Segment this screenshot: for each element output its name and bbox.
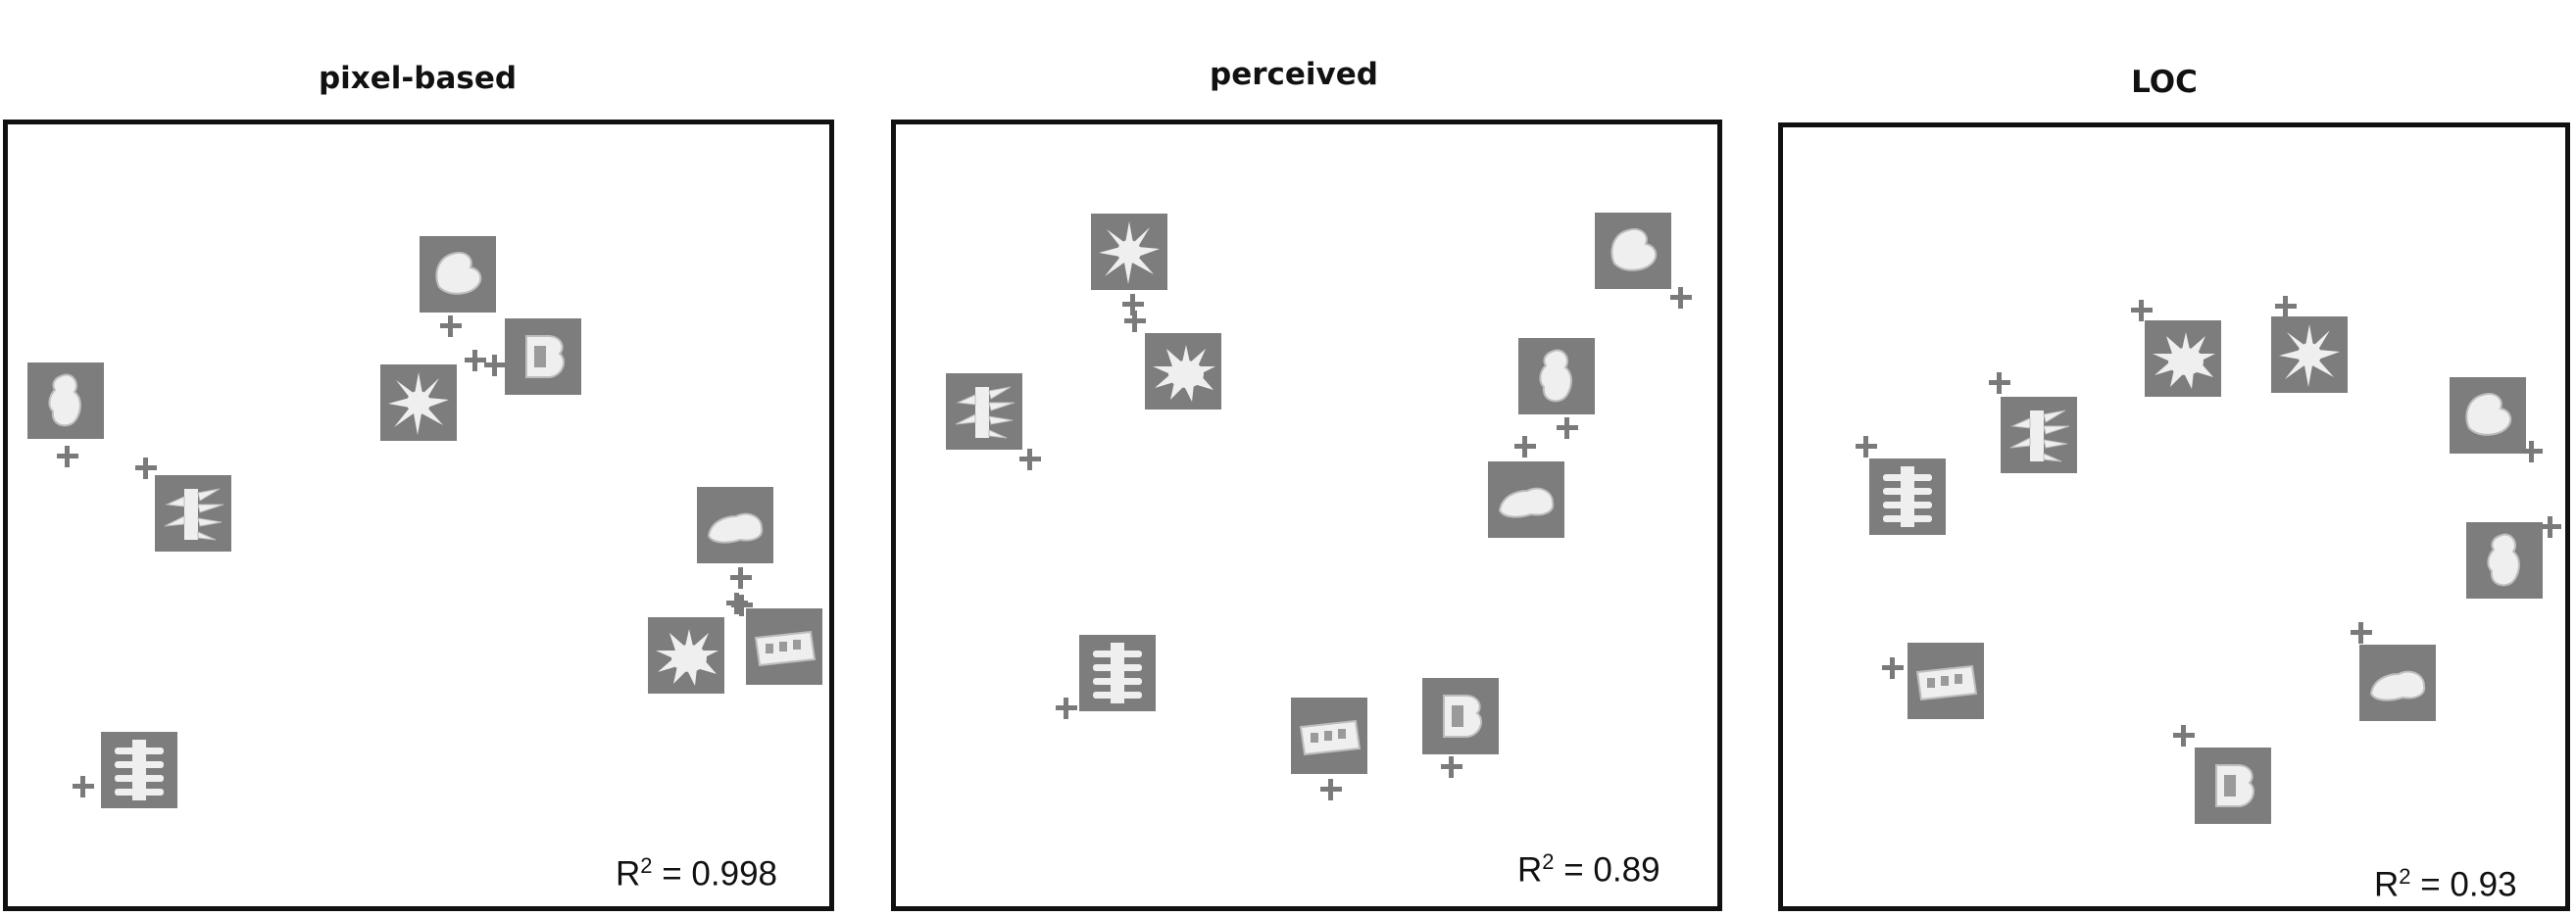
position-marker: [2173, 725, 2195, 747]
ladder-icon: [1079, 635, 1156, 711]
position-marker: [484, 355, 506, 376]
position-marker: [1122, 294, 1144, 315]
position-marker: [1124, 311, 1146, 332]
ladder-icon: [101, 732, 177, 808]
position-marker: [1056, 698, 1077, 719]
block-cluster-icon: [746, 608, 822, 685]
spiky-star-icon: [1145, 333, 1221, 410]
position-marker: [2131, 300, 2153, 321]
panel-perceived: R2 = 0.89: [891, 120, 1722, 911]
r2-label: R2 = 0.89: [1517, 849, 1660, 890]
r2-label: R2 = 0.93: [2374, 864, 2517, 904]
position-marker: [1989, 372, 2010, 394]
block-d-icon: [1422, 678, 1499, 754]
position-marker: [731, 595, 753, 616]
blob-rounded-icon: [420, 236, 496, 313]
blob-tall-icon: [27, 362, 104, 439]
blob-flat-icon: [697, 487, 773, 563]
position-marker: [1320, 779, 1342, 800]
spiky-star-icon: [2145, 320, 2221, 397]
blob-tall-icon: [1518, 338, 1595, 414]
r2-label: R2 = 0.998: [616, 853, 778, 893]
spiked-comb-icon: [2001, 397, 2077, 473]
position-marker: [440, 315, 462, 337]
blob-rounded-icon: [1595, 213, 1671, 289]
block-cluster-icon: [1907, 643, 1984, 719]
blob-rounded-icon: [2450, 377, 2526, 454]
spiky-star-icon: [380, 364, 457, 441]
spiked-comb-icon: [155, 475, 231, 552]
panel-title-pixel-based: pixel-based: [318, 61, 518, 96]
blob-tall-icon: [2466, 522, 2543, 599]
position-marker: [2351, 622, 2372, 644]
spiky-star-icon: [2271, 316, 2348, 393]
position-marker: [1670, 287, 1692, 309]
position-marker: [1514, 436, 1536, 458]
spiky-star-icon: [648, 617, 724, 694]
position-marker: [1856, 436, 1877, 458]
blob-flat-icon: [2359, 645, 2436, 721]
spiky-star-icon: [1091, 214, 1167, 290]
position-marker: [135, 458, 157, 479]
panel-title-perceived: perceived: [1210, 57, 1378, 92]
panel-pixel-based: R2 = 0.998: [3, 120, 834, 911]
position-marker: [2540, 516, 2561, 538]
block-d-icon: [2195, 748, 2271, 824]
position-marker: [465, 350, 486, 371]
position-marker: [73, 776, 94, 797]
panel-loc: R2 = 0.93: [1778, 122, 2570, 911]
position-marker: [1019, 449, 1041, 470]
position-marker: [2275, 296, 2297, 317]
panel-title-loc: LOC: [2131, 65, 2198, 100]
block-d-icon: [505, 318, 581, 395]
block-cluster-icon: [1291, 698, 1367, 774]
blob-flat-icon: [1488, 461, 1564, 538]
position-marker: [57, 446, 78, 467]
position-marker: [1441, 756, 1462, 778]
position-marker: [1882, 657, 1904, 679]
ladder-icon: [1869, 458, 1946, 535]
spiked-comb-icon: [946, 373, 1022, 450]
position-marker: [1557, 417, 1578, 439]
position-marker: [2521, 441, 2543, 462]
position-marker: [730, 567, 752, 589]
